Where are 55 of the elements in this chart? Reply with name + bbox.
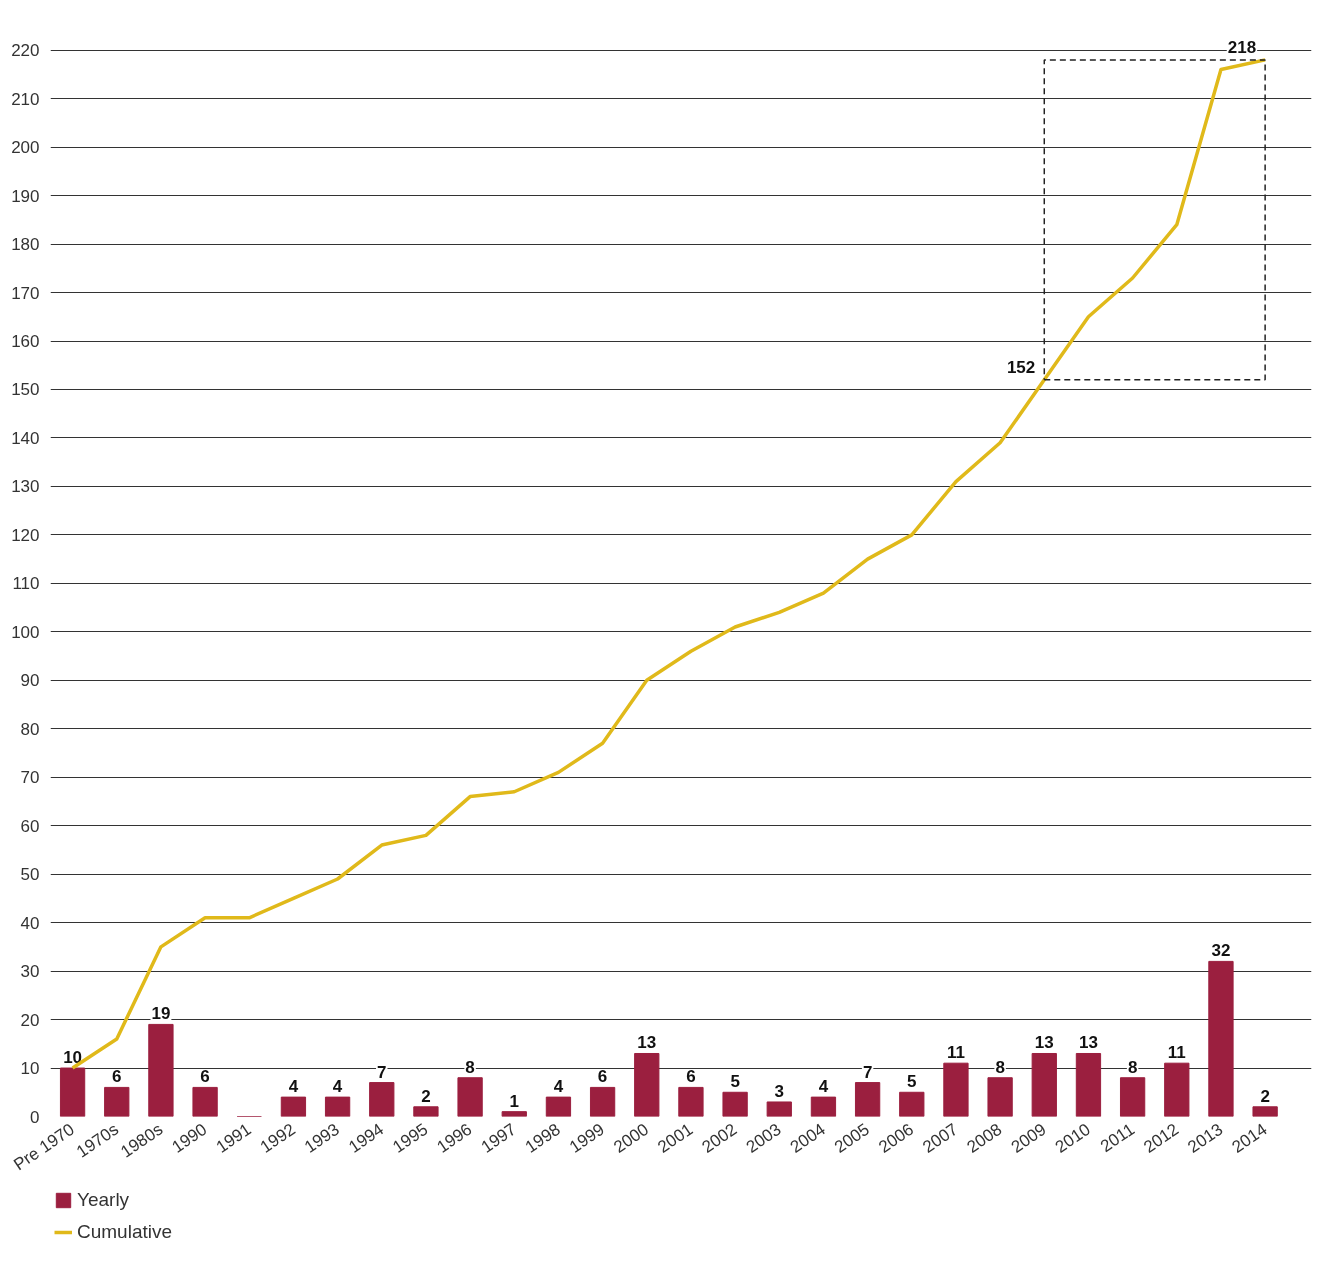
data-label: 8 bbox=[995, 1057, 1005, 1077]
y-tick-label: 40 bbox=[20, 913, 40, 933]
y-tick-label: 130 bbox=[11, 477, 40, 497]
y-tick-label: 220 bbox=[11, 41, 40, 61]
data-label: 4 bbox=[818, 1077, 829, 1097]
data-label: 11 bbox=[1167, 1043, 1186, 1063]
y-tick-label: 140 bbox=[11, 428, 40, 448]
data-label: 152 bbox=[1006, 357, 1036, 377]
y-tick-label: 50 bbox=[20, 865, 40, 885]
data-label: 32 bbox=[1211, 941, 1231, 961]
data-label: 4 bbox=[332, 1077, 343, 1097]
y-tick-label: 190 bbox=[11, 186, 40, 206]
data-label: 8 bbox=[465, 1057, 475, 1077]
y-tick-label: 210 bbox=[11, 89, 40, 109]
legend-label: Yearly bbox=[77, 1189, 130, 1211]
data-label: 1 bbox=[509, 1091, 520, 1111]
data-label: 6 bbox=[686, 1067, 696, 1087]
data-label: 5 bbox=[730, 1072, 740, 1092]
data-label: 6 bbox=[597, 1067, 608, 1087]
data-label: 8 bbox=[1127, 1057, 1138, 1077]
data-label: 2 bbox=[421, 1086, 431, 1106]
data-label: 13 bbox=[637, 1033, 657, 1053]
data-label: 13 bbox=[1079, 1033, 1098, 1053]
y-tick-label: 80 bbox=[20, 719, 40, 739]
data-label: 218 bbox=[1227, 37, 1257, 57]
data-label: 5 bbox=[907, 1072, 917, 1092]
data-label: 7 bbox=[377, 1062, 387, 1082]
data-label: 2 bbox=[1260, 1086, 1270, 1106]
data-label: 6 bbox=[200, 1067, 210, 1087]
y-tick-label: 100 bbox=[11, 622, 40, 642]
data-label: 10 bbox=[63, 1048, 83, 1068]
y-tick-label: 150 bbox=[11, 380, 40, 400]
y-tick-label: 60 bbox=[20, 816, 40, 836]
data-label: 6 bbox=[112, 1067, 122, 1087]
data-label: 19 bbox=[151, 1004, 171, 1024]
data-label: 11 bbox=[946, 1043, 965, 1063]
y-tick-label: 160 bbox=[11, 332, 40, 351]
y-tick-label: 30 bbox=[20, 962, 40, 982]
data-label: 4 bbox=[288, 1077, 299, 1097]
y-tick-label: 180 bbox=[11, 235, 40, 255]
y-tick-label: 90 bbox=[20, 671, 40, 691]
data-label: 13 bbox=[1034, 1033, 1054, 1053]
x-tick-label: 2011 bbox=[1097, 1119, 1138, 1156]
data-label: 3 bbox=[774, 1081, 785, 1101]
y-tick-label: 170 bbox=[11, 283, 40, 303]
data-label: 7 bbox=[862, 1062, 873, 1082]
y-tick-label: 20 bbox=[20, 1010, 40, 1030]
y-tick-label: 120 bbox=[11, 525, 40, 545]
y-tick-label: 110 bbox=[12, 574, 40, 594]
y-tick-label: 10 bbox=[20, 1059, 40, 1079]
y-tick-label: 70 bbox=[20, 768, 40, 788]
data-label: 4 bbox=[553, 1077, 564, 1097]
legend-label: Cumulative bbox=[77, 1221, 173, 1243]
y-tick-label: 0 bbox=[30, 1107, 40, 1127]
y-tick-label: 200 bbox=[11, 138, 40, 158]
